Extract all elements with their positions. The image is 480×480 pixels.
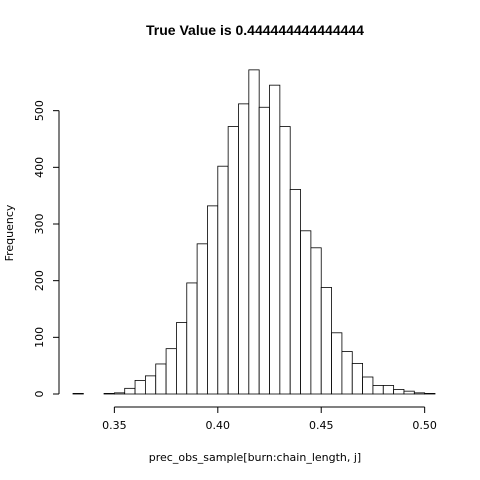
y-axis-label: Frequency	[3, 204, 16, 261]
histogram-bar	[279, 126, 291, 395]
histogram-bar	[300, 230, 312, 395]
chart-title: True Value is 0.444444444444444	[146, 22, 364, 38]
y-tick-label: 200	[33, 270, 46, 291]
histogram-bar	[382, 385, 395, 395]
histogram-bar	[134, 379, 146, 395]
x-tick-label: 0.45	[309, 419, 334, 432]
x-axis-ticks: 0.35 0.40 0.45 0.50	[102, 407, 437, 432]
histogram-bar	[196, 243, 208, 395]
y-tick-label: 300	[33, 214, 46, 235]
y-tick-label: 0	[33, 391, 46, 398]
histogram-bar	[331, 332, 343, 395]
histogram-bar	[320, 287, 332, 395]
histogram-bar	[424, 393, 436, 395]
histogram-bar	[248, 69, 260, 395]
histogram-bar	[207, 205, 219, 395]
histogram-bar	[144, 375, 157, 395]
histogram-bar	[103, 393, 115, 395]
x-axis-label: prec_obs_sample[burn:chain_length, j]	[149, 451, 361, 464]
histogram-bar	[362, 376, 374, 395]
histogram-bar	[165, 348, 177, 395]
histogram-bar	[393, 389, 405, 395]
histogram-bar	[269, 84, 281, 395]
histogram-bar	[72, 393, 84, 395]
y-tick-label: 400	[33, 157, 46, 178]
histogram-bar	[289, 189, 301, 395]
histogram-bar	[155, 363, 167, 395]
histogram-bar	[217, 165, 229, 395]
x-tick-label: 0.35	[102, 419, 127, 432]
histogram-bar	[403, 390, 415, 395]
histogram-bar	[351, 362, 363, 395]
histogram-bar	[176, 322, 188, 395]
histogram-bar	[227, 126, 239, 395]
y-axis-ticks: 0 100 200 300 400 500	[33, 100, 59, 398]
histogram-bar	[186, 282, 198, 395]
histogram-bar	[113, 392, 126, 395]
histogram-bar	[238, 103, 250, 395]
y-tick-label: 500	[33, 100, 46, 121]
histogram-bar	[258, 106, 270, 395]
histogram-bar	[413, 392, 426, 395]
histogram-bar	[341, 351, 353, 395]
y-tick-label: 100	[33, 327, 46, 348]
histogram-bars	[72, 69, 436, 395]
histogram-bar	[372, 385, 384, 395]
histogram-bar	[124, 387, 136, 395]
histogram-bar	[310, 247, 322, 395]
x-tick-label: 0.50	[412, 419, 437, 432]
x-tick-label: 0.40	[206, 419, 231, 432]
